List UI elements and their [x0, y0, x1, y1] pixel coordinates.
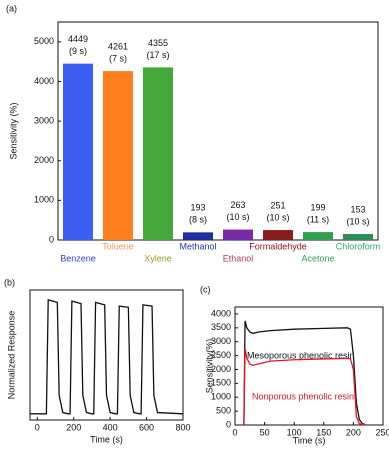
y-tick-label: 2000	[34, 155, 54, 165]
bar	[223, 229, 253, 240]
response-time: (10 s)	[226, 212, 249, 222]
x-tick-label: 250	[375, 427, 389, 437]
value-label: 4261	[108, 41, 128, 51]
plot-frame	[29, 289, 184, 421]
panel-label: (a)	[6, 3, 17, 13]
x-tick-label: Methanol	[179, 241, 216, 251]
value-label: 199	[310, 202, 325, 212]
plot-frame	[57, 21, 379, 241]
y-tick-label: 0	[226, 419, 231, 429]
x-axis-label: Time (s)	[90, 434, 123, 444]
legend-label: Mesoporous phenolic resin	[247, 350, 355, 360]
value-label: 153	[350, 204, 365, 214]
x-tick-label: 150	[316, 427, 331, 437]
y-tick-label: 5000	[34, 36, 54, 46]
y-tick-label: 3500	[211, 322, 231, 332]
x-tick-label: 0	[232, 427, 237, 437]
bar	[183, 232, 213, 240]
y-tick-label: 4000	[34, 76, 54, 86]
bar	[143, 67, 173, 240]
response-time: (10 s)	[266, 212, 289, 222]
y-tick-label: 3000	[34, 115, 54, 125]
x-tick-label: 0	[35, 422, 40, 432]
x-tick-label: 200	[346, 427, 361, 437]
y-tick-label: 2500	[211, 350, 231, 360]
y-tick-label: 3000	[211, 336, 231, 346]
value-label: 4449	[68, 34, 88, 44]
value-label: 263	[230, 200, 245, 210]
value-label: 4355	[148, 38, 168, 48]
response-time: (10 s)	[346, 216, 369, 226]
x-tick-label: Xylene	[144, 253, 172, 263]
x-tick-label: Toluene	[102, 241, 134, 251]
response-time: (11 s)	[307, 214, 329, 224]
x-tick-label: 600	[139, 422, 154, 432]
value-label: 193	[190, 203, 205, 213]
bar	[63, 63, 93, 240]
y-tick-label: 4000	[211, 308, 231, 318]
y-tick-label: 0	[49, 234, 54, 244]
plot-frame	[234, 306, 384, 426]
y-axis-label: Sensitivity(%)	[204, 339, 214, 394]
panel-label: (b)	[4, 277, 15, 287]
legend-label: Nonporous phenolic resin	[252, 391, 354, 401]
x-tick-label: 400	[103, 422, 118, 432]
y-tick-label: 1000	[34, 195, 54, 205]
y-axis-label: Sensitivity (%)	[8, 102, 18, 159]
x-axis-label: Time (s)	[293, 435, 326, 445]
x-tick-label: Benzene	[60, 253, 96, 263]
x-tick-label: Ethanol	[223, 253, 254, 263]
y-tick-label: 1500	[211, 378, 231, 388]
panel-label: (c)	[200, 284, 211, 294]
response-time: (9 s)	[69, 46, 87, 56]
x-tick-label: 800	[175, 422, 190, 432]
x-tick-label: Chloroform	[336, 241, 381, 251]
x-tick-label: 100	[287, 427, 302, 437]
x-tick-label: Acetone	[301, 253, 334, 263]
y-tick-label: 500	[216, 405, 231, 415]
line-series	[243, 348, 366, 426]
y-tick-label: 1000	[211, 392, 231, 402]
response-time: (8 s)	[189, 215, 207, 225]
bar	[303, 232, 333, 240]
x-tick-label: 50	[260, 427, 270, 437]
response-time: (17 s)	[146, 50, 169, 60]
x-tick-label: Formaldehyde	[249, 241, 307, 251]
response-time: (7 s)	[109, 53, 127, 63]
bar	[103, 71, 133, 240]
bar	[343, 233, 373, 240]
line-series	[30, 299, 184, 415]
x-tick-label: 200	[66, 422, 81, 432]
value-label: 251	[270, 200, 285, 210]
bar	[263, 230, 293, 240]
y-tick-label: 2000	[211, 364, 231, 374]
line-series	[243, 320, 366, 426]
y-axis-label: Normalized Response	[6, 311, 16, 400]
